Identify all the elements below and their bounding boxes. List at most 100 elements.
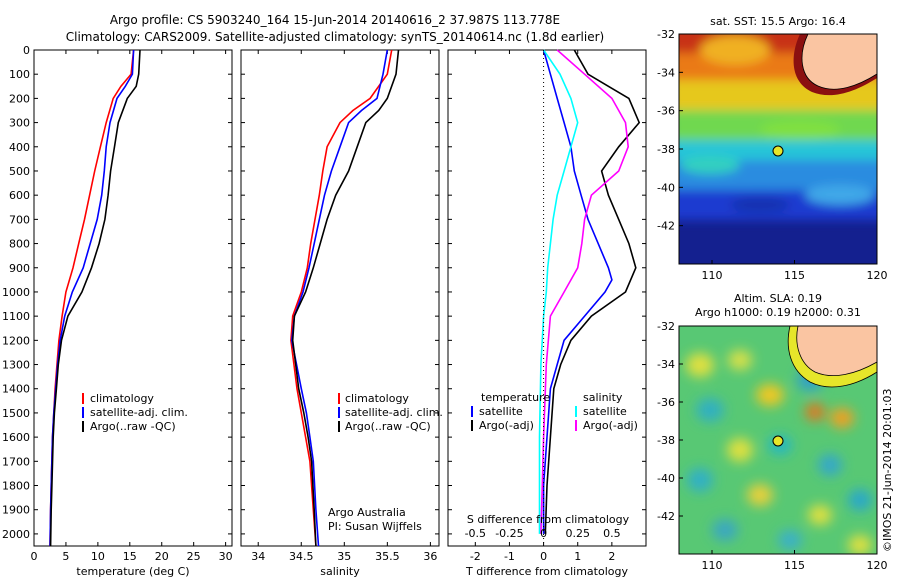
x-tick-label: 35.5 xyxy=(375,550,400,563)
series-line xyxy=(291,49,400,547)
sal-tick-label: 0.25 xyxy=(565,527,590,540)
y-tick-label: 1100 xyxy=(2,310,30,323)
series-line xyxy=(49,49,135,547)
map-x-tick-label: 120 xyxy=(867,559,888,572)
salinity-plot: 34 34.5 35 35.5 36 salinity climatologysatelli… xyxy=(241,49,443,578)
map-y-tick-label: -32 xyxy=(657,320,675,333)
temperature-plot: 0 5 10 15 20 25 300100200300400500600700800900… xyxy=(2,44,233,578)
map-y-tick-label: -40 xyxy=(657,472,675,485)
y-tick-label: 1700 xyxy=(2,455,30,468)
imos-side-label: ©IMOS 21-Jun-2014 20:01:03 xyxy=(881,388,894,552)
legend-title: temperature xyxy=(481,391,550,404)
sla-map-title: Altim. SLA: 0.19 xyxy=(734,292,822,305)
map-y-tick-label: -40 xyxy=(657,181,675,194)
y-tick-label: 900 xyxy=(9,262,30,275)
x-tick-label: -1 xyxy=(504,550,515,563)
map-x-tick-label: 115 xyxy=(784,559,805,572)
legend-label: Argo(-adj) xyxy=(583,419,638,432)
legend-label: satellite xyxy=(479,405,523,418)
legend-title: salinity xyxy=(583,391,623,404)
map-y-tick-label: -38 xyxy=(657,434,675,447)
y-tick-label: 200 xyxy=(9,92,30,105)
sla-map-axes: 110 115 120 -32 -34 -36 -38 -40 -42 xyxy=(657,320,887,572)
legend-label: Argo(..raw -QC) xyxy=(345,420,431,433)
x-tick-label: -2 xyxy=(470,550,481,563)
x-tick-label: 15 xyxy=(123,550,137,563)
x-tick-label: 5 xyxy=(62,550,69,563)
temperature-panel xyxy=(33,49,233,547)
y-tick-label: 1300 xyxy=(2,359,30,372)
x-axis-label: T difference from climatology xyxy=(465,565,628,578)
series-line xyxy=(49,49,135,547)
legend-label: satellite xyxy=(583,405,627,418)
sst-map xyxy=(679,34,877,264)
title-line-2: Climatology: CARS2009. Satellite-adjuste… xyxy=(66,30,604,44)
annotation-line: Argo Australia xyxy=(328,506,406,519)
series-line xyxy=(540,49,630,534)
series-line xyxy=(542,49,613,534)
series-line xyxy=(538,49,579,534)
legend-label: satellite-adj. clim. xyxy=(90,406,188,419)
difference-plot: -2 -1 0 1 2 T difference from climatology -0.5… xyxy=(448,49,646,578)
y-tick-label: 300 xyxy=(9,117,30,130)
sal-tick-label: 0.5 xyxy=(603,527,621,540)
series-line xyxy=(290,49,393,547)
sla-float-marker xyxy=(772,435,784,447)
x-tick-label: 36 xyxy=(423,550,437,563)
map-y-tick-label: -42 xyxy=(657,220,675,233)
x-tick-label: 34 xyxy=(251,550,265,563)
x-tick-label: 2 xyxy=(608,550,615,563)
y-tick-label: 400 xyxy=(9,141,30,154)
map-y-tick-label: -32 xyxy=(657,28,675,41)
sst-map-axes: 110 115 120 -32 -34 -36 -38 -40 -42 xyxy=(657,28,887,282)
map-x-tick-label: 110 xyxy=(702,559,723,572)
legend-label: Argo(..raw -QC) xyxy=(90,420,176,433)
legend-label: satellite-adj. clim. xyxy=(345,406,443,419)
x-tick-label: 10 xyxy=(91,550,105,563)
y-tick-label: 2000 xyxy=(2,528,30,541)
map-x-tick-label: 115 xyxy=(784,269,805,282)
series-line xyxy=(290,49,389,547)
map-y-tick-label: -36 xyxy=(657,396,675,409)
map-x-tick-label: 120 xyxy=(867,269,888,282)
y-tick-label: 1600 xyxy=(2,431,30,444)
x-tick-label: 20 xyxy=(155,550,169,563)
salinity-panel xyxy=(240,49,440,547)
sla-map-subtitle: Argo h1000: 0.19 h2000: 0.31 xyxy=(695,306,861,319)
map-y-tick-label: -38 xyxy=(657,143,675,156)
y-tick-label: 800 xyxy=(9,238,30,251)
y-tick-label: 1500 xyxy=(2,407,30,420)
sal-tick-label: -0.5 xyxy=(465,527,486,540)
x-tick-label: 1 xyxy=(574,550,581,563)
sla-map xyxy=(679,326,877,554)
y-tick-label: 1400 xyxy=(2,383,30,396)
x-axis-label-top: S difference from climatology xyxy=(467,513,630,526)
y-tick-label: 500 xyxy=(9,165,30,178)
x-tick-label: 0 xyxy=(540,550,547,563)
y-tick-label: 1200 xyxy=(2,334,30,347)
x-tick-label: 25 xyxy=(187,550,201,563)
legend-label: climatology xyxy=(345,392,409,405)
sal-tick-label: 0 xyxy=(540,527,547,540)
x-tick-label: 30 xyxy=(219,550,233,563)
y-tick-label: 700 xyxy=(9,213,30,226)
y-tick-label: 100 xyxy=(9,68,30,81)
series-line xyxy=(49,49,141,547)
map-y-tick-label: -34 xyxy=(657,358,675,371)
title-line-1: Argo profile: CS 5903240_164 15-Jun-2014… xyxy=(110,13,560,27)
difference-panel xyxy=(447,49,647,547)
x-tick-label: 35 xyxy=(337,550,351,563)
y-tick-label: 1900 xyxy=(2,504,30,517)
x-tick-label: 34.5 xyxy=(289,550,314,563)
y-tick-label: 600 xyxy=(9,189,30,202)
y-tick-label: 0 xyxy=(23,44,30,57)
x-axis-label: salinity xyxy=(320,565,360,578)
map-y-tick-label: -42 xyxy=(657,510,675,523)
sal-tick-label: -0.25 xyxy=(495,527,523,540)
x-axis-label: temperature (deg C) xyxy=(76,565,189,578)
x-tick-label: 0 xyxy=(31,550,38,563)
annotation-line: PI: Susan Wijffels xyxy=(328,520,422,533)
sst-float-marker xyxy=(772,145,784,157)
map-y-tick-label: -36 xyxy=(657,105,675,118)
